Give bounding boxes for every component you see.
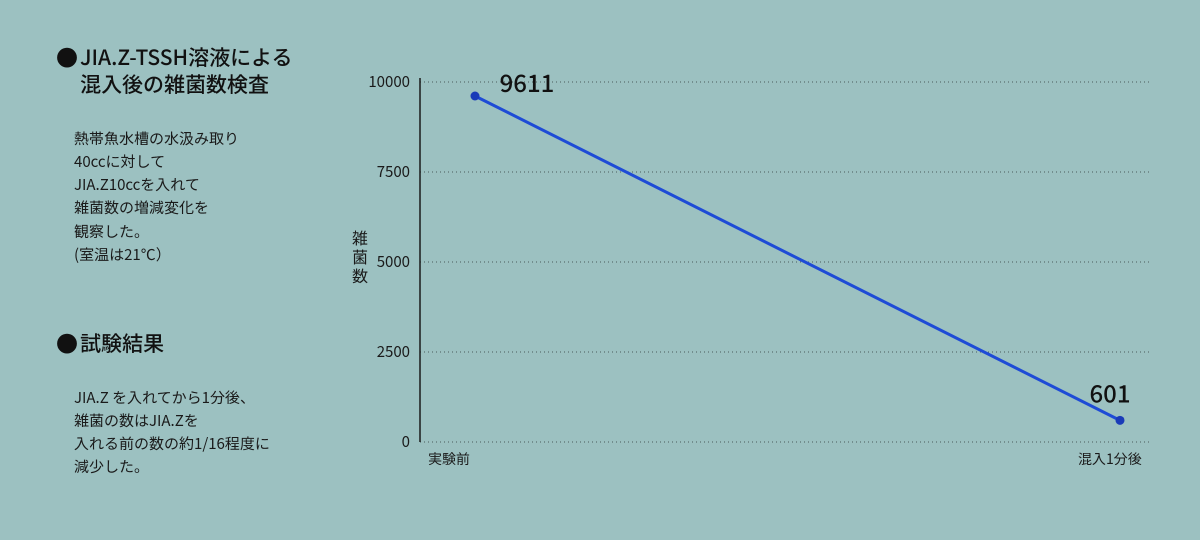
section1-body: 熱帯魚水槽の水汲み取り 40ccに対して JIA.Z10ccを入れて 雑菌数の増… xyxy=(74,127,356,267)
bacteria-chart: 025005000750010000雑菌数9611601実験前混入1分後 xyxy=(330,72,1170,492)
ytick-label: 7500 xyxy=(377,161,410,182)
data-marker xyxy=(1116,416,1125,425)
data-label-1: 601 xyxy=(1089,374,1130,409)
xtick-label-0: 実験前 xyxy=(428,449,470,469)
y-axis-label: 数 xyxy=(352,263,368,287)
data-marker xyxy=(471,92,480,101)
ytick-label: 5000 xyxy=(377,251,410,272)
data-line xyxy=(475,96,1120,420)
bullet-icon: ● xyxy=(56,44,78,72)
section2-heading: ● 試験結果 xyxy=(56,330,356,358)
section2-heading-text: 試験結果 xyxy=(80,330,164,357)
bullet-icon: ● xyxy=(56,330,78,358)
ytick-label: 10000 xyxy=(368,72,410,92)
xtick-label-1: 混入1分後 xyxy=(1078,449,1142,469)
data-label-0: 9611 xyxy=(500,72,555,99)
section1-heading-text: JIA.Z-TSSH溶液による 混入後の雑菌数検査 xyxy=(80,44,292,99)
section1-heading: ● JIA.Z-TSSH溶液による 混入後の雑菌数検査 xyxy=(56,44,356,99)
ytick-label: 2500 xyxy=(377,341,410,362)
ytick-label: 0 xyxy=(402,431,410,452)
section2-body: JIA.Z を入れてから1分後、 雑菌の数はJIA.Zを 入れる前の数の約1/1… xyxy=(74,386,356,479)
